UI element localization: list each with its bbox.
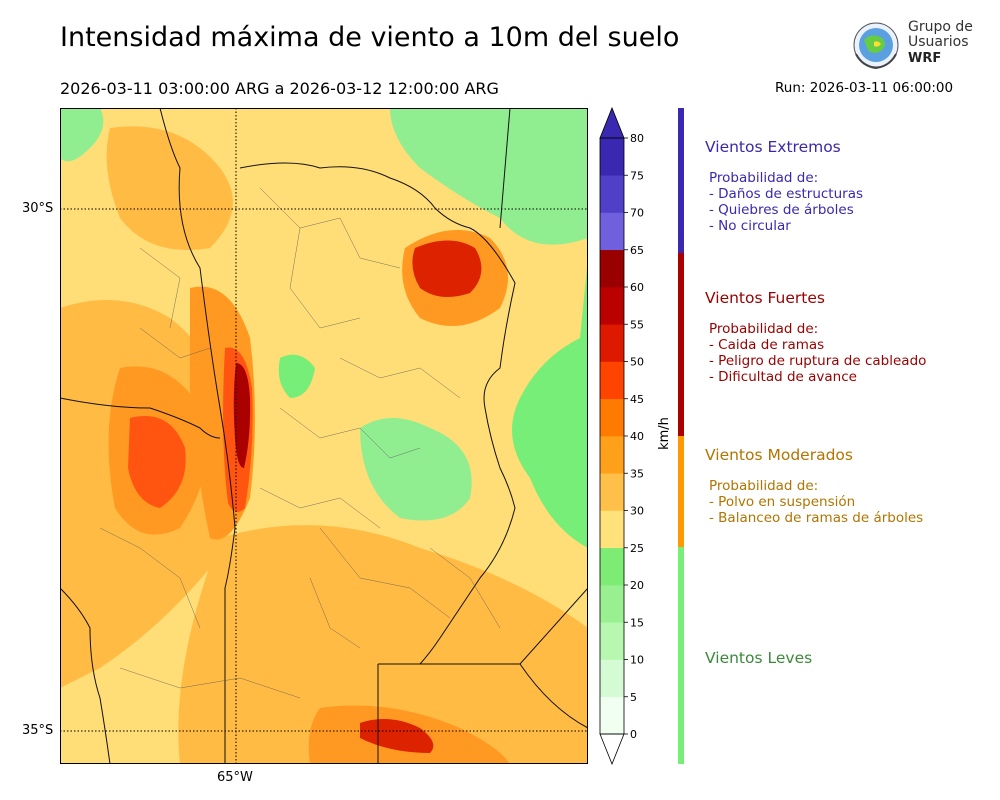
colorbar-tick-label: 30 <box>630 505 644 518</box>
legend-category-leves: Vientos Leves <box>705 649 812 667</box>
logo-line-2: Usuarios <box>908 34 969 50</box>
legend-bar-extremos <box>678 108 684 253</box>
colorbar-swatches <box>599 106 625 766</box>
description-line: - Caida de ramas <box>709 337 825 353</box>
colorbar-tick-label: 10 <box>630 654 644 667</box>
category-description: Probabilidad de: - Caida de ramas - Peli… <box>705 321 926 385</box>
lat-label-30s: 30°S <box>22 201 54 216</box>
fill-green-north <box>390 108 588 245</box>
logo-line-3: WRF <box>908 51 942 66</box>
colorbar-swatch <box>600 249 624 288</box>
description-line: - Dificultad de avance <box>709 369 857 385</box>
fill-redorange-west <box>128 416 186 508</box>
colorbar-tick-label: 5 <box>630 691 637 704</box>
colorbar-swatch <box>600 510 624 549</box>
colorbar-tick-label: 20 <box>630 579 644 592</box>
colorbar-swatch <box>600 585 624 623</box>
category-name: Vientos Fuertes <box>705 289 825 307</box>
fill-red-east <box>412 240 482 297</box>
legend-bar <box>678 108 684 764</box>
colorbar-tick-label: 15 <box>630 616 644 629</box>
colorbar-tick-label: 35 <box>630 467 644 480</box>
description-line: Probabilidad de: <box>709 170 819 186</box>
fill-green-spots <box>278 354 315 398</box>
description-line: - Polvo en suspensión <box>709 494 856 510</box>
globe-icon <box>853 22 899 70</box>
colorbar-swatch <box>600 436 624 474</box>
map-title: Intensidad máxima de viento a 10m del su… <box>60 22 680 53</box>
colorbar-swatch <box>600 659 624 698</box>
colorbar-units: km/h <box>656 417 672 450</box>
fill-green-east <box>512 258 588 548</box>
description-line: - Balanceo de ramas de árboles <box>709 510 924 526</box>
colorbar-swatch <box>600 138 624 176</box>
legend-bar-moderados <box>678 436 684 547</box>
category-name: Vientos Extremos <box>705 138 841 156</box>
wind-field-fill <box>60 108 588 764</box>
category-name: Vientos Leves <box>705 649 813 667</box>
colorbar-swatch <box>600 324 624 362</box>
wind-map <box>60 108 588 764</box>
province-borders <box>60 108 588 764</box>
logo-line-1: Grupo de <box>908 19 973 35</box>
legend-bar-fuertes <box>678 253 684 436</box>
wrf-users-logo: Grupo de Usuarios WRF <box>848 18 973 74</box>
colorbar-tick-label: 0 <box>630 728 637 741</box>
colorbar-swatch <box>600 696 624 735</box>
fill-darkred-ridge <box>233 363 251 468</box>
colorbar-swatch <box>600 473 624 511</box>
colorbar-swatch <box>600 398 624 437</box>
legend-category-moderados: Vientos Moderados Probabilidad de: - Pol… <box>705 446 923 526</box>
colorbar-swatch <box>600 547 624 586</box>
description-line: Probabilidad de: <box>709 321 819 337</box>
colorbar-tick-label: 50 <box>630 356 644 369</box>
lat-label-35s: 35°S <box>22 723 54 738</box>
map-frame <box>60 108 588 764</box>
department-borders <box>99 187 501 699</box>
run-time: Run: 2026-03-11 06:00:00 <box>775 80 954 96</box>
category-name: Vientos Moderados <box>705 446 853 464</box>
colorbar-swatch <box>600 287 624 325</box>
category-description: Probabilidad de: - Polvo en suspensión -… <box>705 478 923 526</box>
colorbar-tick-label: 55 <box>630 318 644 331</box>
legend-category-fuertes: Vientos Fuertes Probabilidad de: - Caida… <box>705 289 926 385</box>
colorbar-tick-label: 80 <box>630 132 644 145</box>
description-line: - Daños de estructuras <box>709 186 864 202</box>
colorbar-arrow-bottom <box>599 733 625 766</box>
fill-green-center <box>360 418 472 521</box>
colorbar-swatch <box>600 212 624 251</box>
description-line: Probabilidad de: <box>709 478 819 494</box>
graticule <box>60 108 588 764</box>
fill-green-nw <box>60 108 104 162</box>
legend-category-extremos: Vientos Extremos Probabilidad de: - Daño… <box>705 138 863 234</box>
colorbar-tick-label: 75 <box>630 169 644 182</box>
colorbar-tick-label: 65 <box>630 244 644 257</box>
forecast-period: 2026-03-11 03:00:00 ARG a 2026-03-12 12:… <box>60 79 499 98</box>
colorbar-tick-label: 45 <box>630 393 644 406</box>
colorbar-arrow-top <box>599 106 625 139</box>
colorbar-ticks: 0 5 10 15 20 25 30 35 40 45 50 55 60 65 70 75 80 <box>624 132 644 741</box>
colorbar-swatch <box>600 622 624 660</box>
colorbar-tick-label: 25 <box>630 542 644 555</box>
description-line: - Peligro de ruptura de cableado <box>709 353 927 369</box>
legend-bar-leves <box>678 547 684 764</box>
description-line: - No circular <box>709 218 791 234</box>
category-description: Probabilidad de: - Daños de estructuras … <box>705 170 863 234</box>
colorbar: 0 5 10 15 20 25 30 35 40 45 50 55 60 65 70 75 80 <box>599 106 644 766</box>
description-line: - Quiebres de árboles <box>709 202 854 218</box>
lon-label-65w: 65°W <box>217 770 253 785</box>
colorbar-swatch <box>600 175 624 213</box>
fill-lorange-north <box>106 126 233 250</box>
colorbar-tick-label: 60 <box>630 281 644 294</box>
colorbar-tick-label: 70 <box>630 207 644 220</box>
fill-lorange-south <box>178 525 588 764</box>
colorbar-tick-label: 40 <box>630 430 644 443</box>
colorbar-swatch <box>600 361 624 400</box>
